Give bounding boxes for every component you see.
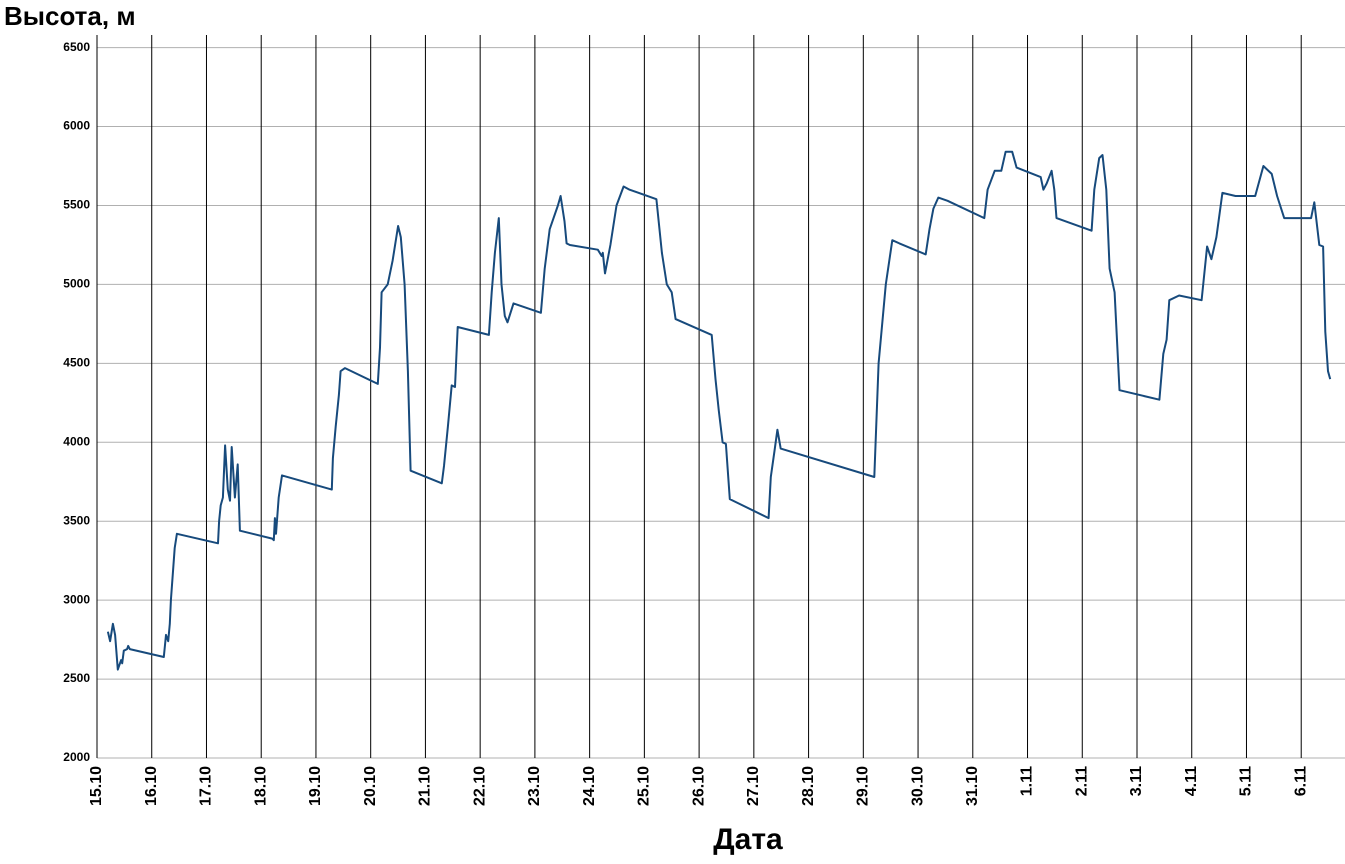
x-tick-label: 5.11 [1238,766,1255,796]
x-tick-label: 4.11 [1183,766,1200,796]
x-tick-label: 27.10 [745,766,762,806]
x-axis-label: Дата [713,823,783,856]
x-tick-label: 17.10 [198,766,215,806]
x-tick-label: 1.11 [1019,766,1036,796]
x-tick-label: 31.10 [964,766,981,806]
line [106,150,1332,671]
y-tick-label: 6500 [63,40,90,54]
x-tick-label: 29.10 [855,766,872,806]
x-tick-label: 22.10 [471,766,488,806]
y-tick-label: 2500 [63,671,90,685]
x-tick-label: 19.10 [307,766,324,806]
y-tick-label: 3000 [63,592,90,606]
y-tick-label: 5500 [63,198,90,212]
x-tick-label: 28.10 [800,766,817,806]
x-tick-label: 15.10 [88,766,105,806]
x-tick-label: 2.11 [1073,766,1090,796]
x-tick-label: 21.10 [417,766,434,806]
x-tick-label: 24.10 [581,766,598,806]
x-tick-label: 23.10 [526,766,543,806]
x-tick-label: 16.10 [143,766,160,806]
x-tick-label: 26.10 [690,766,707,806]
x-tick-label: 18.10 [252,766,269,806]
y-tick-label: 4500 [63,356,90,370]
y-tick-label: 4000 [63,434,90,448]
chart-title: Высота, м [4,1,136,31]
y-tick-label: 3500 [63,513,90,527]
x-tick-label: 6.11 [1292,766,1309,796]
x-tick-label: 20.10 [362,766,379,806]
x-tick-label: 25.10 [636,766,653,806]
y-tick-label: 5000 [63,277,90,291]
x-tick-label: 3.11 [1128,766,1145,796]
y-tick-label: 2000 [63,750,90,764]
y-tick-label: 6000 [63,119,90,133]
x-tick-label: 30.10 [909,766,926,806]
